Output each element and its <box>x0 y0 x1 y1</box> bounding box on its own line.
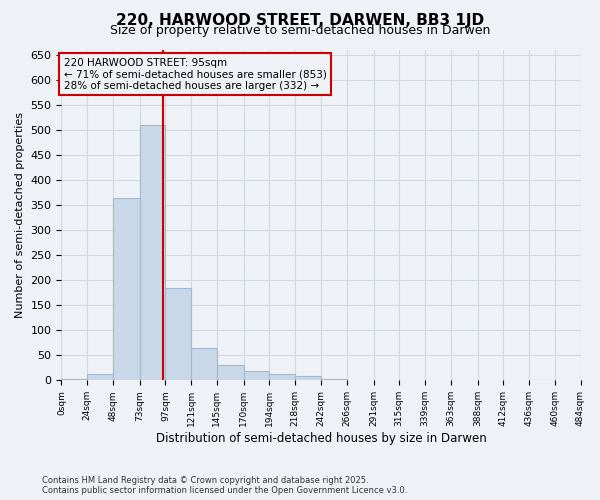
Text: 220 HARWOOD STREET: 95sqm
← 71% of semi-detached houses are smaller (853)
28% of: 220 HARWOOD STREET: 95sqm ← 71% of semi-… <box>64 58 326 90</box>
Bar <box>140 125 166 380</box>
Text: 220, HARWOOD STREET, DARWEN, BB3 1JD: 220, HARWOOD STREET, DARWEN, BB3 1JD <box>116 12 484 28</box>
Bar <box>217 366 244 380</box>
Bar <box>295 376 321 380</box>
Bar <box>269 374 295 380</box>
X-axis label: Distribution of semi-detached houses by size in Darwen: Distribution of semi-detached houses by … <box>155 432 487 445</box>
Bar <box>244 372 269 380</box>
Text: Size of property relative to semi-detached houses in Darwen: Size of property relative to semi-detach… <box>110 24 490 37</box>
Bar <box>113 198 140 380</box>
Bar <box>321 379 347 380</box>
Bar <box>166 288 191 380</box>
Text: Contains HM Land Registry data © Crown copyright and database right 2025.
Contai: Contains HM Land Registry data © Crown c… <box>42 476 407 495</box>
Bar <box>61 379 87 380</box>
Bar <box>191 348 217 380</box>
Y-axis label: Number of semi-detached properties: Number of semi-detached properties <box>15 112 25 318</box>
Bar <box>87 374 113 380</box>
